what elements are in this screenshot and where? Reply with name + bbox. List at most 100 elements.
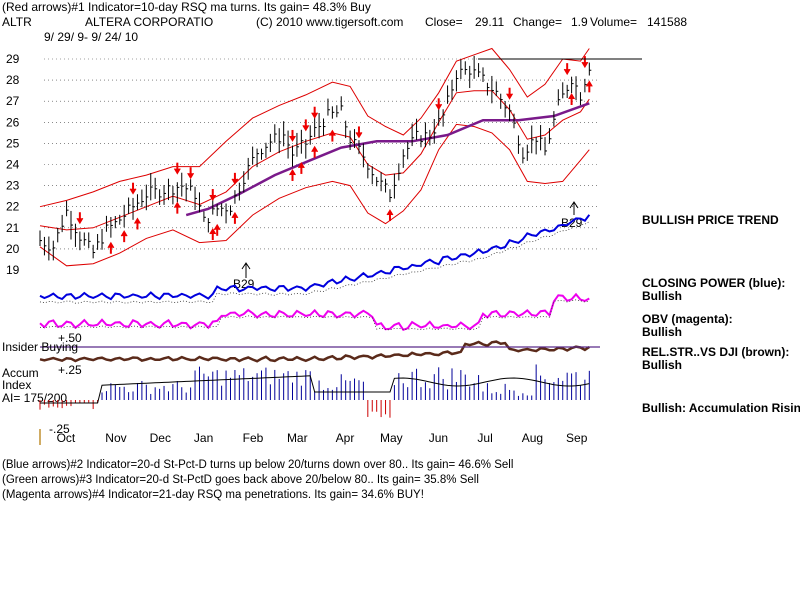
sell-arrow-head xyxy=(289,135,296,142)
buy-arrow-head xyxy=(328,129,336,136)
plus50-label: +.50 xyxy=(58,331,82,345)
y-tick-20: 20 xyxy=(6,242,20,256)
relstr-value: Bullish xyxy=(642,358,682,372)
x-tick-apr: Apr xyxy=(336,431,355,445)
accumulation-histogram xyxy=(39,364,590,418)
y-tick-29: 29 xyxy=(6,52,20,66)
plus25-label: +.25 xyxy=(58,363,82,377)
buy-arrow-head xyxy=(173,201,181,208)
y-tick-19: 19 xyxy=(6,263,20,277)
buy-arrow-head xyxy=(568,93,576,100)
x-tick-sep: Sep xyxy=(566,431,588,445)
accum-label: Accum xyxy=(2,366,39,380)
buy-arrow-head xyxy=(209,228,217,235)
footer-line-magenta: (Magenta arrows)#4 Indicator=21-day RSQ … xyxy=(2,489,424,501)
sell-arrow-head xyxy=(355,132,363,139)
buy-arrow-head xyxy=(213,223,221,231)
b29-label-b: B29 xyxy=(561,216,583,230)
accum-status: Bullish: Accumulation Rising xyxy=(642,401,800,415)
x-tick-nov: Nov xyxy=(105,431,126,445)
sell-arrow-head xyxy=(231,178,239,185)
ticker: ALTR xyxy=(2,15,32,29)
sell-arrow-head xyxy=(506,93,514,100)
sell-arrow-head xyxy=(311,112,319,119)
header-line1: (Red arrows)#1 Indicator=10-day RSQ ma t… xyxy=(2,0,371,14)
footer-line-green: (Green arrows)#3 Indicator=20-d St-PctD … xyxy=(2,474,479,486)
buy-arrow-head xyxy=(311,145,319,152)
y-tick-22: 22 xyxy=(6,200,20,214)
company-name: ALTERA CORPORATIO xyxy=(85,15,213,29)
change-label: Change= xyxy=(513,15,562,29)
buy-arrow-head xyxy=(134,217,141,224)
x-tick-jun: Jun xyxy=(429,431,448,445)
band-upper-line xyxy=(39,47,590,208)
closing-power-ma-line xyxy=(39,221,590,304)
obv-title: OBV (magenta): xyxy=(642,312,733,326)
y-tick-24: 24 xyxy=(6,158,20,172)
closing-power-line xyxy=(39,214,591,301)
date-range: 9/ 29/ 9- 9/ 24/ 10 xyxy=(44,30,138,44)
x-axis-labels: Oct Nov Dec Jan Feb Mar Apr May Jun Jul Aug Sep xyxy=(57,431,588,445)
sell-arrow-head xyxy=(563,68,571,76)
insider-buying-label: Insider Buying xyxy=(2,340,78,354)
buy-arrow-head xyxy=(231,211,239,219)
sell-arrow-head xyxy=(129,188,137,195)
y-tick-23: 23 xyxy=(6,179,20,193)
close-value: 29.11 xyxy=(475,15,504,29)
b29-arrowhead-b xyxy=(569,201,579,209)
y-tick-25: 25 xyxy=(6,136,20,150)
x-tick-aug: Aug xyxy=(522,431,543,445)
buy-arrow-head xyxy=(107,241,115,249)
b29-arrowhead-a xyxy=(241,262,251,270)
y-tick-28: 28 xyxy=(6,73,20,87)
signal-arrows xyxy=(76,56,593,254)
sell-arrow-head xyxy=(302,125,310,132)
x-tick-oct: Oct xyxy=(57,431,76,445)
buy-arrow-head xyxy=(297,161,305,169)
y-tick-27: 27 xyxy=(6,94,20,108)
sell-arrow-head xyxy=(435,104,443,111)
y-tick-21: 21 xyxy=(6,221,20,235)
sell-arrow-head xyxy=(187,172,195,180)
obv-ma-line xyxy=(39,299,590,331)
buy-arrow-head xyxy=(585,80,593,87)
volume-label: Volume= xyxy=(590,15,637,29)
moving-average-line xyxy=(185,102,590,217)
index-label: Index xyxy=(2,378,31,392)
x-tick-dec: Dec xyxy=(150,431,171,445)
footer-line-blue: (Blue arrows)#2 Indicator=20-d St-Pct-D … xyxy=(2,459,514,471)
buy-arrow-head xyxy=(386,209,394,216)
y-axis-labels: 29 28 27 26 25 24 23 22 21 20 19 xyxy=(6,52,20,277)
relstr-title: REL.STR..VS DJI (brown): xyxy=(642,345,789,359)
x-tick-jul: Jul xyxy=(477,431,492,445)
price-bars xyxy=(39,55,592,261)
close-label: Close= xyxy=(425,15,463,29)
x-tick-may: May xyxy=(380,431,403,445)
closing-power-title: CLOSING POWER (blue): xyxy=(642,276,785,290)
obv-line xyxy=(39,292,590,332)
ai-label: AI= 175/200 xyxy=(2,391,67,405)
obv-value: Bullish xyxy=(642,325,682,339)
x-tick-feb: Feb xyxy=(243,431,264,445)
relstr-line xyxy=(39,340,590,363)
buy-arrow-head xyxy=(289,168,296,176)
sell-arrow-head xyxy=(581,61,589,69)
bullish-trend-label: BULLISH PRICE TREND xyxy=(642,213,779,227)
x-tick-jan: Jan xyxy=(194,431,213,445)
minus25-label: -.25 xyxy=(49,422,70,436)
indicator-lines xyxy=(39,214,591,363)
closing-power-value: Bullish xyxy=(642,289,682,303)
accum-ma-line xyxy=(40,375,590,404)
x-tick-mar: Mar xyxy=(287,431,308,445)
buy-arrow-head xyxy=(120,230,128,237)
band-lower-line xyxy=(39,123,590,267)
sell-arrow-head xyxy=(173,168,181,175)
sell-arrow-head xyxy=(76,217,84,225)
change-value: 1.9 xyxy=(571,15,588,29)
copyright: (C) 2010 www.tigersoft.com xyxy=(256,15,403,29)
sell-arrow-head xyxy=(209,194,217,202)
volume-value: 141588 xyxy=(647,15,687,29)
gridlines xyxy=(44,58,600,250)
y-tick-26: 26 xyxy=(6,115,20,129)
